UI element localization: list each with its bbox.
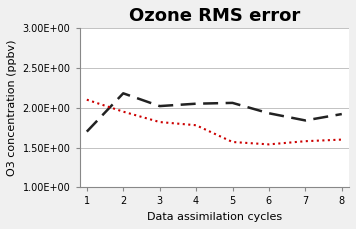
X-axis label: Data assimilation cycles: Data assimilation cycles [147,212,282,222]
Title: Ozone RMS error: Ozone RMS error [129,7,300,25]
Y-axis label: O3 concentration (ppbv): O3 concentration (ppbv) [7,39,17,176]
